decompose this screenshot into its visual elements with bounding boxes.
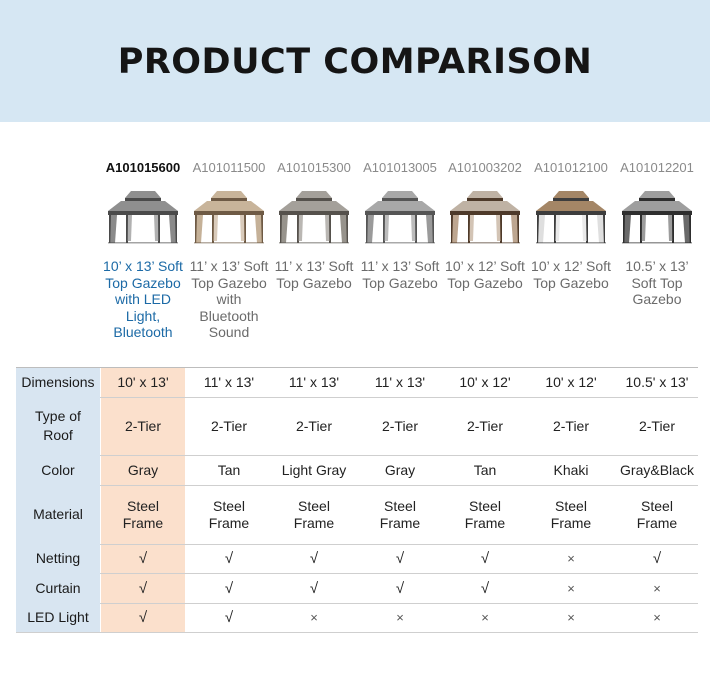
table-cell: × (396, 610, 404, 625)
table-cell: Steel Frame (293, 497, 335, 531)
product-name[interactable]: 11’ x 13’ Soft Top Gazebo with Bluetooth… (189, 258, 269, 340)
table-cell: 2-Tier (552, 417, 590, 434)
table-cell: × (310, 610, 318, 625)
row-header: Netting (16, 544, 100, 573)
table-cell: √ (224, 550, 234, 567)
table-cell: × (653, 580, 661, 596)
product-name[interactable]: 10’ x 12’ Soft Top Gazebo (531, 258, 611, 291)
row-header: Type of Roof (16, 397, 100, 455)
product-sku: A101015300 (277, 160, 351, 175)
table-cell: √ (395, 550, 405, 567)
table-cell: Steel Frame (122, 497, 164, 531)
table-cell: × (567, 610, 575, 625)
table-cell: 2-Tier (295, 417, 333, 434)
table-cell: Gray (384, 461, 416, 478)
table-cell: √ (224, 609, 234, 626)
table-cell: 2-Tier (210, 417, 248, 434)
title-banner: PRODUCT COMPARISON (0, 0, 710, 122)
table-cell: Gray (127, 461, 159, 478)
gazebo-image[interactable] (445, 183, 525, 247)
table-top-border (16, 367, 698, 368)
gazebo-image[interactable] (189, 183, 269, 247)
table-cell: Tan (473, 461, 497, 478)
gazebo-image[interactable] (531, 183, 611, 247)
table-cell: 2-Tier (466, 417, 504, 434)
gazebo-image[interactable] (274, 183, 354, 247)
table-cell: √ (224, 579, 234, 597)
table-cell: × (567, 580, 575, 596)
row-divider (16, 485, 698, 486)
product-name[interactable]: 11’ x 13’ Soft Top Gazebo (274, 258, 354, 291)
product-name[interactable]: 10.5’ x 13’ Soft Top Gazebo (625, 258, 689, 307)
table-cell: Light Gray (281, 461, 347, 478)
row-divider (16, 573, 698, 574)
product-sku: A101012100 (534, 160, 608, 175)
row-header: Material (16, 485, 100, 544)
table-cell: Khaki (553, 461, 589, 478)
table-cell: Steel Frame (550, 497, 592, 531)
product-sku: A101015600 (105, 160, 181, 175)
table-cell: √ (480, 579, 490, 597)
table-cell: √ (138, 579, 148, 597)
table-cell: 10.5' x 13' (625, 374, 689, 390)
product-sku: A101013005 (363, 160, 437, 175)
table-cell: × (653, 610, 661, 625)
table-cell: √ (138, 550, 148, 567)
table-cell: 11' x 13' (203, 374, 255, 390)
gazebo-image[interactable] (617, 183, 697, 247)
featured-column-highlight (101, 368, 185, 632)
table-cell: 11' x 13' (288, 374, 340, 390)
table-cell: √ (652, 550, 662, 567)
product-name[interactable]: 10’ x 12’ Soft Top Gazebo (445, 258, 525, 291)
row-divider (16, 603, 698, 604)
table-cell: √ (309, 550, 319, 567)
table-cell: 10' x 12' (459, 374, 511, 390)
page-title: PRODUCT COMPARISON (117, 42, 593, 82)
row-divider (16, 455, 698, 456)
table-cell: × (481, 610, 489, 625)
product-name[interactable]: 11’ x 13’ Soft Top Gazebo (360, 258, 440, 291)
gazebo-image[interactable] (360, 183, 440, 247)
row-divider (16, 632, 698, 633)
row-header: Curtain (16, 573, 100, 603)
table-cell: 10' x 13' (117, 374, 169, 390)
table-cell: 2-Tier (381, 417, 419, 434)
table-cell: 2-Tier (638, 417, 676, 434)
table-cell: Tan (217, 461, 241, 478)
table-cell: 11' x 13' (374, 374, 426, 390)
table-cell: 10' x 12' (545, 374, 597, 390)
table-cell: × (567, 551, 575, 566)
table-cell: Steel Frame (208, 497, 250, 531)
product-sku: A101012201 (620, 160, 694, 175)
table-cell: Gray&Black (620, 461, 694, 478)
table-cell: √ (395, 579, 405, 597)
product-sku: A101003202 (448, 160, 522, 175)
row-header: Dimensions (16, 368, 100, 397)
product-name[interactable]: 10’ x 13’ Soft Top Gazebo with LED Light… (103, 258, 183, 340)
table-cell: √ (138, 609, 148, 626)
row-header: LED Light (16, 603, 100, 632)
row-divider (16, 397, 698, 398)
table-cell: Steel Frame (464, 497, 506, 531)
row-header: Color (16, 455, 100, 485)
product-sku: A101011500 (192, 160, 266, 175)
row-divider (16, 544, 698, 545)
table-cell: √ (309, 579, 319, 597)
table-cell: Steel Frame (636, 497, 678, 531)
table-cell: 2-Tier (124, 417, 162, 434)
gazebo-image[interactable] (103, 183, 183, 247)
table-cell: Steel Frame (379, 497, 421, 531)
table-cell: √ (480, 550, 490, 567)
